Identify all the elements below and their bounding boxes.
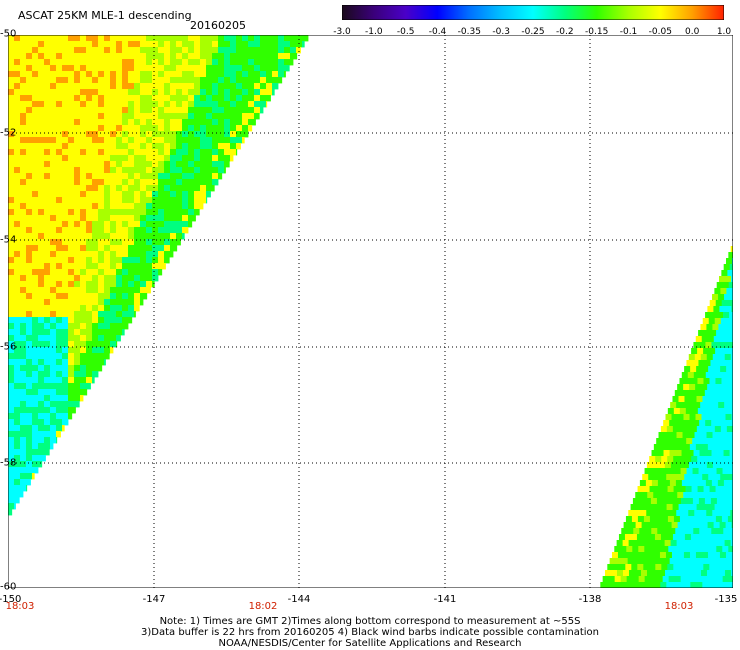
x-tick-label: -150 (0, 594, 22, 605)
plot-title: ASCAT 25KM MLE-1 descending (18, 9, 192, 22)
colorbar-gradient (342, 5, 724, 20)
x-tick-label: -135 (714, 594, 738, 605)
colorbar-label: 1.0 (716, 27, 732, 37)
time-label: 18:02 (248, 601, 278, 612)
plot-date: 20160205 (190, 19, 246, 32)
y-tick-label: -54 (0, 234, 17, 246)
colorbar-label: -0.1 (619, 27, 638, 37)
note-line-1: Note: 1) Times are GMT 2)Times along bot… (159, 616, 581, 627)
colorbar-label: -0.25 (521, 27, 545, 37)
colorbar-label: -0.3 (492, 27, 510, 37)
grid-lines (8, 35, 733, 588)
note-line-2: 3)Data buffer is 22 hrs from 20160205 4)… (141, 627, 599, 638)
colorbar-label: -0.4 (428, 27, 447, 37)
y-tick-label: -50 (0, 28, 17, 40)
colorbar-label: -0.15 (585, 27, 609, 37)
note-line-3: NOAA/NESDIS/Center for Satellite Applica… (218, 638, 522, 649)
x-tick-label: -144 (287, 594, 311, 605)
colorbar (342, 5, 724, 20)
colorbar-label: -0.05 (648, 27, 672, 37)
time-label: 18:03 (664, 601, 694, 612)
colorbar-label: -0.2 (556, 27, 574, 37)
colorbar-label: -0.5 (396, 27, 415, 37)
x-tick-label: -147 (142, 594, 166, 605)
swath-right (600, 246, 733, 588)
y-tick-label: -58 (0, 457, 17, 469)
colorbar-label: -0.35 (457, 27, 481, 37)
colorbar-label: 0.0 (684, 27, 700, 37)
swath-left (8, 35, 309, 516)
y-tick-label: -60 (0, 581, 17, 593)
y-tick-label: -56 (0, 341, 17, 353)
colorbar-label: -1.0 (365, 27, 383, 37)
time-label: 18:03 (5, 601, 35, 612)
y-tick-label: -52 (0, 127, 17, 139)
swath-map (8, 35, 733, 588)
colorbar-label: -3.0 (333, 27, 351, 37)
x-tick-label: -141 (433, 594, 457, 605)
x-tick-label: -138 (578, 594, 602, 605)
